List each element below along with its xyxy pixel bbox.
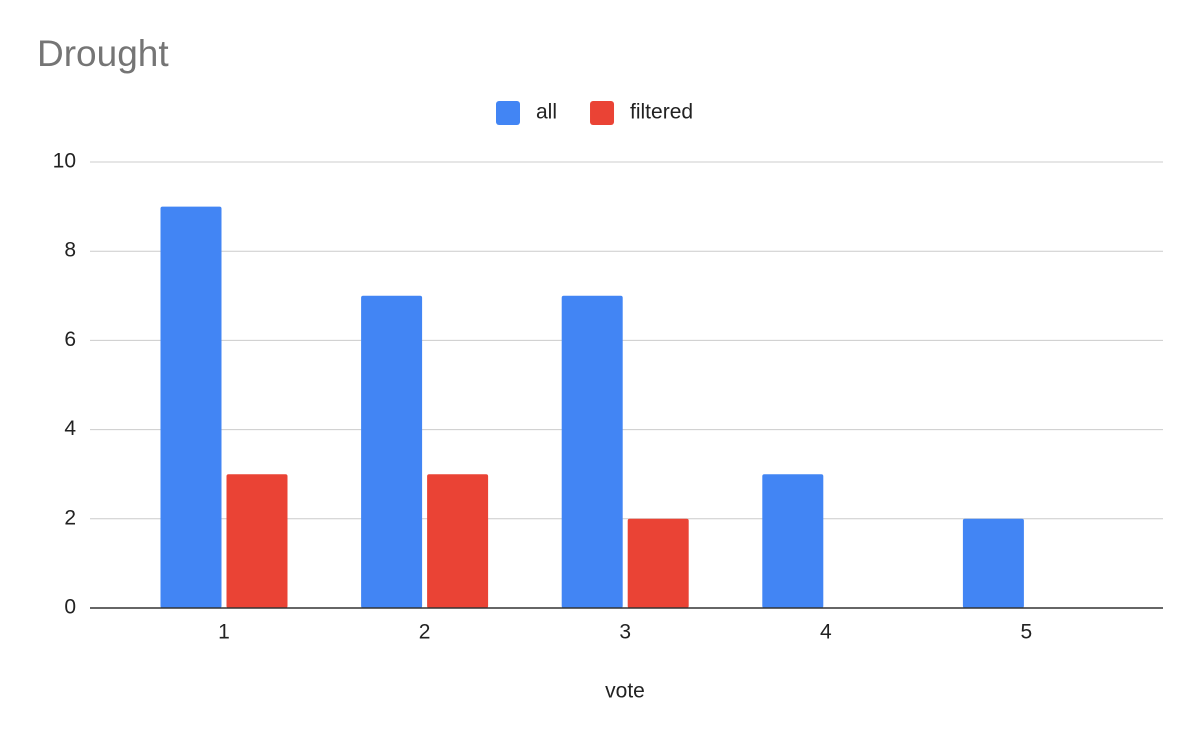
x-tick-label: 3 bbox=[619, 621, 631, 644]
x-tick-label: 2 bbox=[419, 621, 431, 644]
y-tick-label: 2 bbox=[64, 506, 76, 529]
bar bbox=[427, 474, 489, 608]
y-tick-label: 0 bbox=[64, 596, 76, 619]
bar bbox=[361, 295, 423, 608]
bar bbox=[160, 206, 222, 608]
legend-label: all bbox=[536, 101, 557, 124]
x-tick-label: 1 bbox=[218, 621, 230, 644]
y-tick-label: 4 bbox=[64, 417, 76, 440]
bar bbox=[226, 474, 288, 608]
legend-swatch bbox=[590, 101, 615, 125]
bar bbox=[561, 295, 623, 608]
x-axis-title: vote bbox=[605, 680, 645, 703]
chart-title: Drought bbox=[37, 33, 169, 74]
y-tick-label: 6 bbox=[64, 328, 76, 351]
legend-swatch bbox=[496, 101, 520, 125]
x-tick-label: 5 bbox=[1021, 621, 1033, 644]
bar bbox=[762, 474, 824, 608]
x-tick-label: 4 bbox=[820, 621, 832, 644]
bar bbox=[627, 518, 689, 608]
y-tick-label: 8 bbox=[64, 239, 76, 262]
legend-label: filtered bbox=[630, 101, 693, 124]
y-tick-label: 10 bbox=[53, 150, 76, 173]
bar bbox=[962, 518, 1024, 608]
